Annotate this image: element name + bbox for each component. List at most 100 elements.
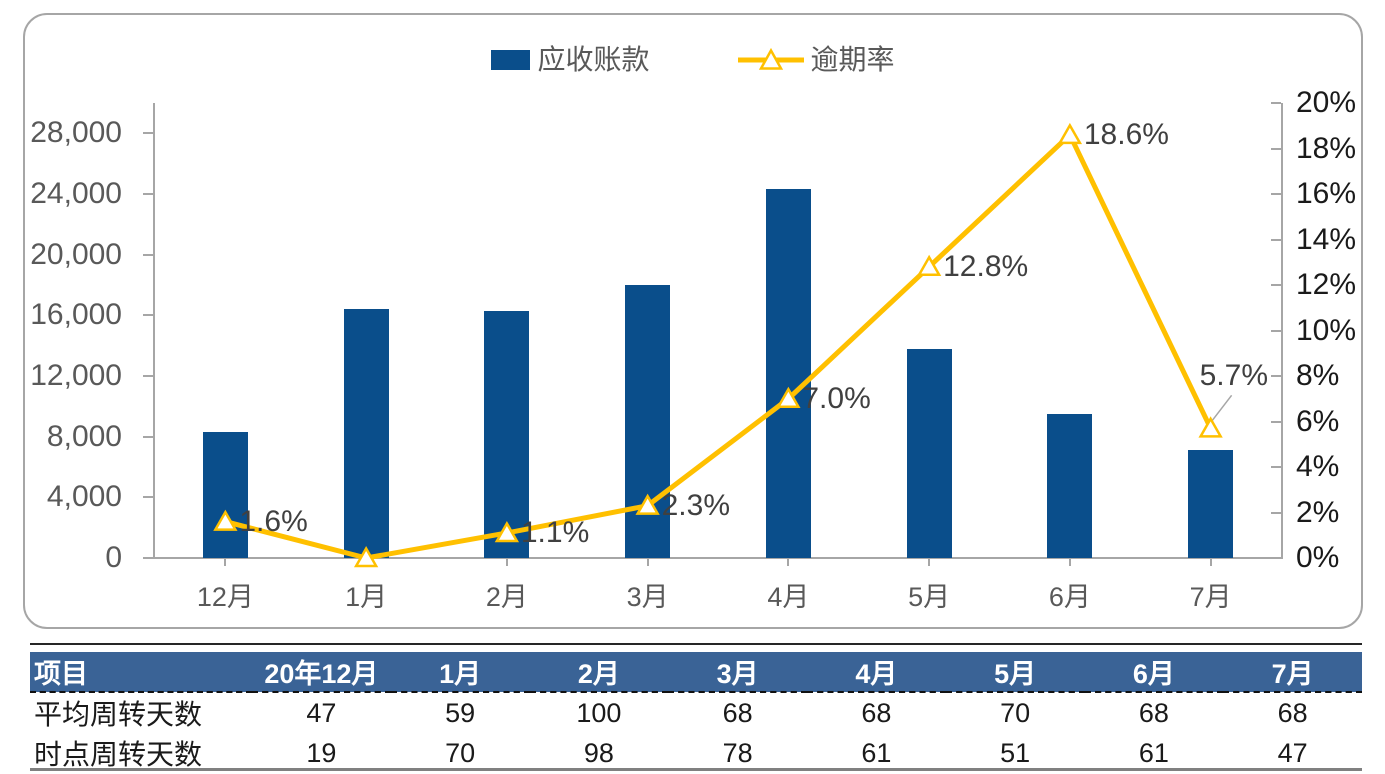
table-header-item: 项目 <box>30 652 252 692</box>
line-marker-2月 <box>494 520 520 543</box>
legend-item-overdue-rate: 逾期率 <box>737 44 895 75</box>
right-axis-tick-label: 16% <box>1296 177 1357 210</box>
left-axis-tick-label: 20,000 <box>30 237 122 271</box>
x-label-2月: 2月 <box>485 582 528 612</box>
table-header-4月: 4月 <box>807 652 946 692</box>
left-axis-tick <box>143 193 153 195</box>
bar-2月 <box>484 310 530 558</box>
left-axis-tick-label: 0 <box>105 541 122 574</box>
table-cell: 68 <box>1277 697 1308 728</box>
bar-1月 <box>343 309 389 558</box>
line-marker-4月 <box>776 386 801 408</box>
table-cell: 47 <box>306 697 337 728</box>
left-axis-tick <box>143 314 153 317</box>
x-label-1月: 1月 <box>345 582 388 612</box>
chart-legend: 应收账款 逾期率 <box>25 45 1361 75</box>
left-axis-tick <box>143 557 153 559</box>
left-axis-tick <box>143 496 153 499</box>
table-bottom-border <box>30 768 1362 771</box>
left-axis-tick <box>143 132 153 135</box>
x-axis-tick <box>646 558 649 566</box>
data-label-5月: 12.8% <box>943 249 1029 283</box>
row-label: 平均周转天数 <box>34 699 203 730</box>
table-cell: 70 <box>1000 697 1031 728</box>
table-header-5月: 5月 <box>945 652 1085 692</box>
left-axis-tick <box>143 375 153 377</box>
right-axis-tick-label: 2% <box>1296 495 1340 529</box>
line-marker-5月 <box>916 254 942 277</box>
turnover-table: 项目 20年12月 1月 2月 3月 4月 5月 6月 7月 平均周转天数 47 59 100 68 68… <box>30 652 1362 773</box>
table-header-6月: 6月 <box>1084 652 1224 692</box>
table-header-7月: 7月 <box>1223 652 1362 692</box>
left-axis-tick-label: 8,000 <box>46 419 122 453</box>
data-label-3月: 2.3% <box>661 488 731 522</box>
label-leader-line <box>1211 394 1233 422</box>
x-label-12月: 12月 <box>196 582 254 612</box>
table-header-3月: 3月 <box>668 652 807 692</box>
bar-4月 <box>765 189 811 558</box>
line-marker-7月 <box>1198 416 1223 438</box>
line-marker-icon <box>737 47 804 70</box>
table-cell: 68 <box>722 697 753 728</box>
x-axis-line <box>153 557 1283 559</box>
table-top-border <box>30 643 1362 645</box>
left-axis-tick <box>143 435 153 438</box>
right-axis-tick <box>1271 102 1281 104</box>
left-axis-tick-label: 16,000 <box>30 298 122 332</box>
right-axis-tick-label: 8% <box>1296 359 1340 392</box>
right-axis-tick-label: 20% <box>1296 86 1357 119</box>
table-header-row: 项目 20年12月 1月 2月 3月 4月 5月 6月 7月 <box>30 652 1362 692</box>
overdue-rate-line-chart <box>213 122 1233 568</box>
table-cell: 19 <box>306 737 337 768</box>
line-marker-6月 <box>1057 122 1083 145</box>
right-axis-tick <box>1271 511 1281 514</box>
x-axis-tick <box>928 558 931 566</box>
table-cell: 98 <box>583 737 614 768</box>
row-label: 时点周转天数 <box>34 739 203 770</box>
right-axis-tick-label: 6% <box>1296 404 1340 438</box>
right-axis-tick <box>1271 557 1281 559</box>
bar-5月 <box>906 348 952 558</box>
x-label-4月: 4月 <box>767 582 810 612</box>
x-label-7月: 7月 <box>1189 582 1232 612</box>
left-axis-tick-label: 4,000 <box>46 480 122 514</box>
table-header-2月: 2月 <box>529 652 669 692</box>
x-axis-tick <box>224 558 227 566</box>
table-cell: 70 <box>445 737 476 768</box>
bar-12月 <box>202 432 248 558</box>
bar-7月 <box>1188 450 1234 558</box>
legend-label-overdue-rate: 逾期率 <box>810 44 895 75</box>
left-axis-tick-label: 24,000 <box>30 177 122 210</box>
right-axis-tick-label: 14% <box>1296 222 1357 256</box>
right-axis-tick-label: 0% <box>1296 541 1340 574</box>
table-cell: 68 <box>861 697 892 728</box>
table-cell: 61 <box>1138 737 1169 768</box>
right-axis-tick <box>1271 375 1281 377</box>
table-cell: 68 <box>1138 697 1169 728</box>
bar-swatch-icon <box>491 50 531 70</box>
line-marker-1月 <box>353 545 379 568</box>
data-label-7月: 5.7% <box>1199 359 1269 393</box>
right-axis-tick <box>1271 238 1281 241</box>
table-cell: 61 <box>861 737 892 768</box>
table-row: 时点周转天数 19 70 98 78 61 51 61 47 <box>30 733 1362 773</box>
legend-item-receivables: 应收账款 <box>491 44 650 75</box>
left-axis-tick-label: 28,000 <box>30 116 122 150</box>
right-axis-tick <box>1271 466 1281 468</box>
right-axis-tick <box>1271 420 1281 423</box>
line-marker-12月 <box>213 509 238 531</box>
table-cell: 51 <box>1000 737 1031 768</box>
line-marker-3月 <box>635 493 660 515</box>
table-header-20年12月: 20年12月 <box>252 652 391 692</box>
x-axis-tick <box>1209 558 1212 566</box>
table-cell: 47 <box>1277 737 1308 768</box>
right-axis-tick <box>1271 284 1281 286</box>
right-axis-tick-label: 10% <box>1296 313 1357 347</box>
legend-label-receivables: 应收账款 <box>537 44 650 75</box>
x-label-3月: 3月 <box>626 582 669 612</box>
data-label-6月: 18.6% <box>1083 117 1169 151</box>
table-cell: 100 <box>576 697 622 728</box>
left-axis-line <box>153 103 155 558</box>
table-header-1月: 1月 <box>390 652 530 692</box>
